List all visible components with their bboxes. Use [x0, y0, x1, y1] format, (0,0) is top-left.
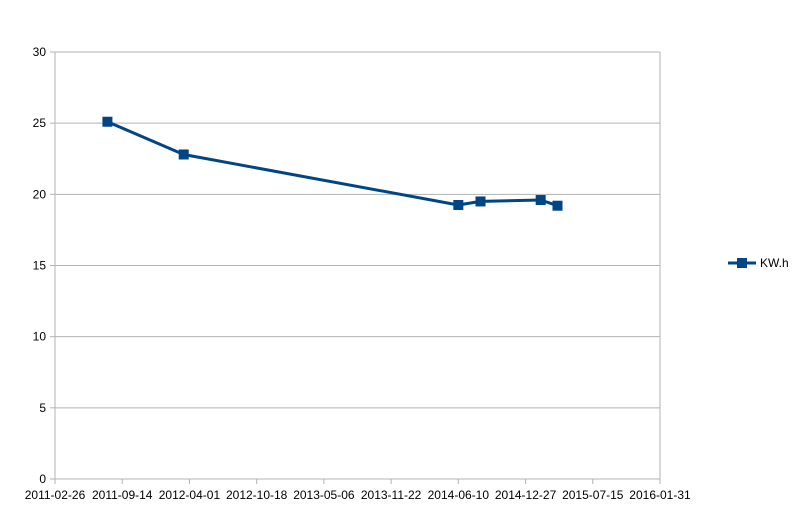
legend: KW.h	[728, 256, 789, 270]
data-point	[475, 196, 486, 207]
data-point	[102, 116, 113, 127]
y-tick-label: 10	[33, 330, 47, 344]
x-tick-label: 2014-06-10	[428, 488, 490, 502]
legend-marker	[737, 258, 747, 268]
x-tick-label: 2015-07-15	[562, 488, 624, 502]
x-tick-label: 2014-12-27	[495, 488, 557, 502]
y-tick-labels: 0 5 10 15 20 25 30	[33, 45, 47, 486]
y-tick-label: 5	[39, 401, 46, 415]
data-point	[453, 200, 464, 211]
legend-label: KW.h	[760, 256, 789, 270]
axes	[50, 51, 661, 484]
y-tick-label: 30	[33, 45, 47, 59]
x-tick-label: 2013-05-06	[293, 488, 355, 502]
y-tick-label: 15	[33, 259, 47, 273]
grid-lines	[55, 51, 660, 480]
data-point	[178, 149, 189, 160]
y-tick-label: 25	[33, 116, 47, 130]
y-tick-label: 20	[33, 187, 47, 201]
x-tick-label: 2012-04-01	[159, 488, 221, 502]
data-point	[535, 195, 546, 206]
x-tick-label: 2012-10-18	[226, 488, 288, 502]
series-layer	[102, 116, 563, 211]
data-point	[552, 200, 563, 211]
x-tick-label: 2016-01-31	[629, 488, 691, 502]
series-line	[106, 120, 558, 208]
x-tick-label: 2011-02-26	[25, 488, 86, 502]
x-tick-label: 2013-11-22	[361, 488, 422, 502]
y-tick-label: 0	[39, 472, 46, 486]
x-tick-labels: 2011-02-26 2011-09-14 2012-04-01 2012-10-18…	[25, 488, 691, 502]
x-tick-label: 2011-09-14	[92, 488, 153, 502]
